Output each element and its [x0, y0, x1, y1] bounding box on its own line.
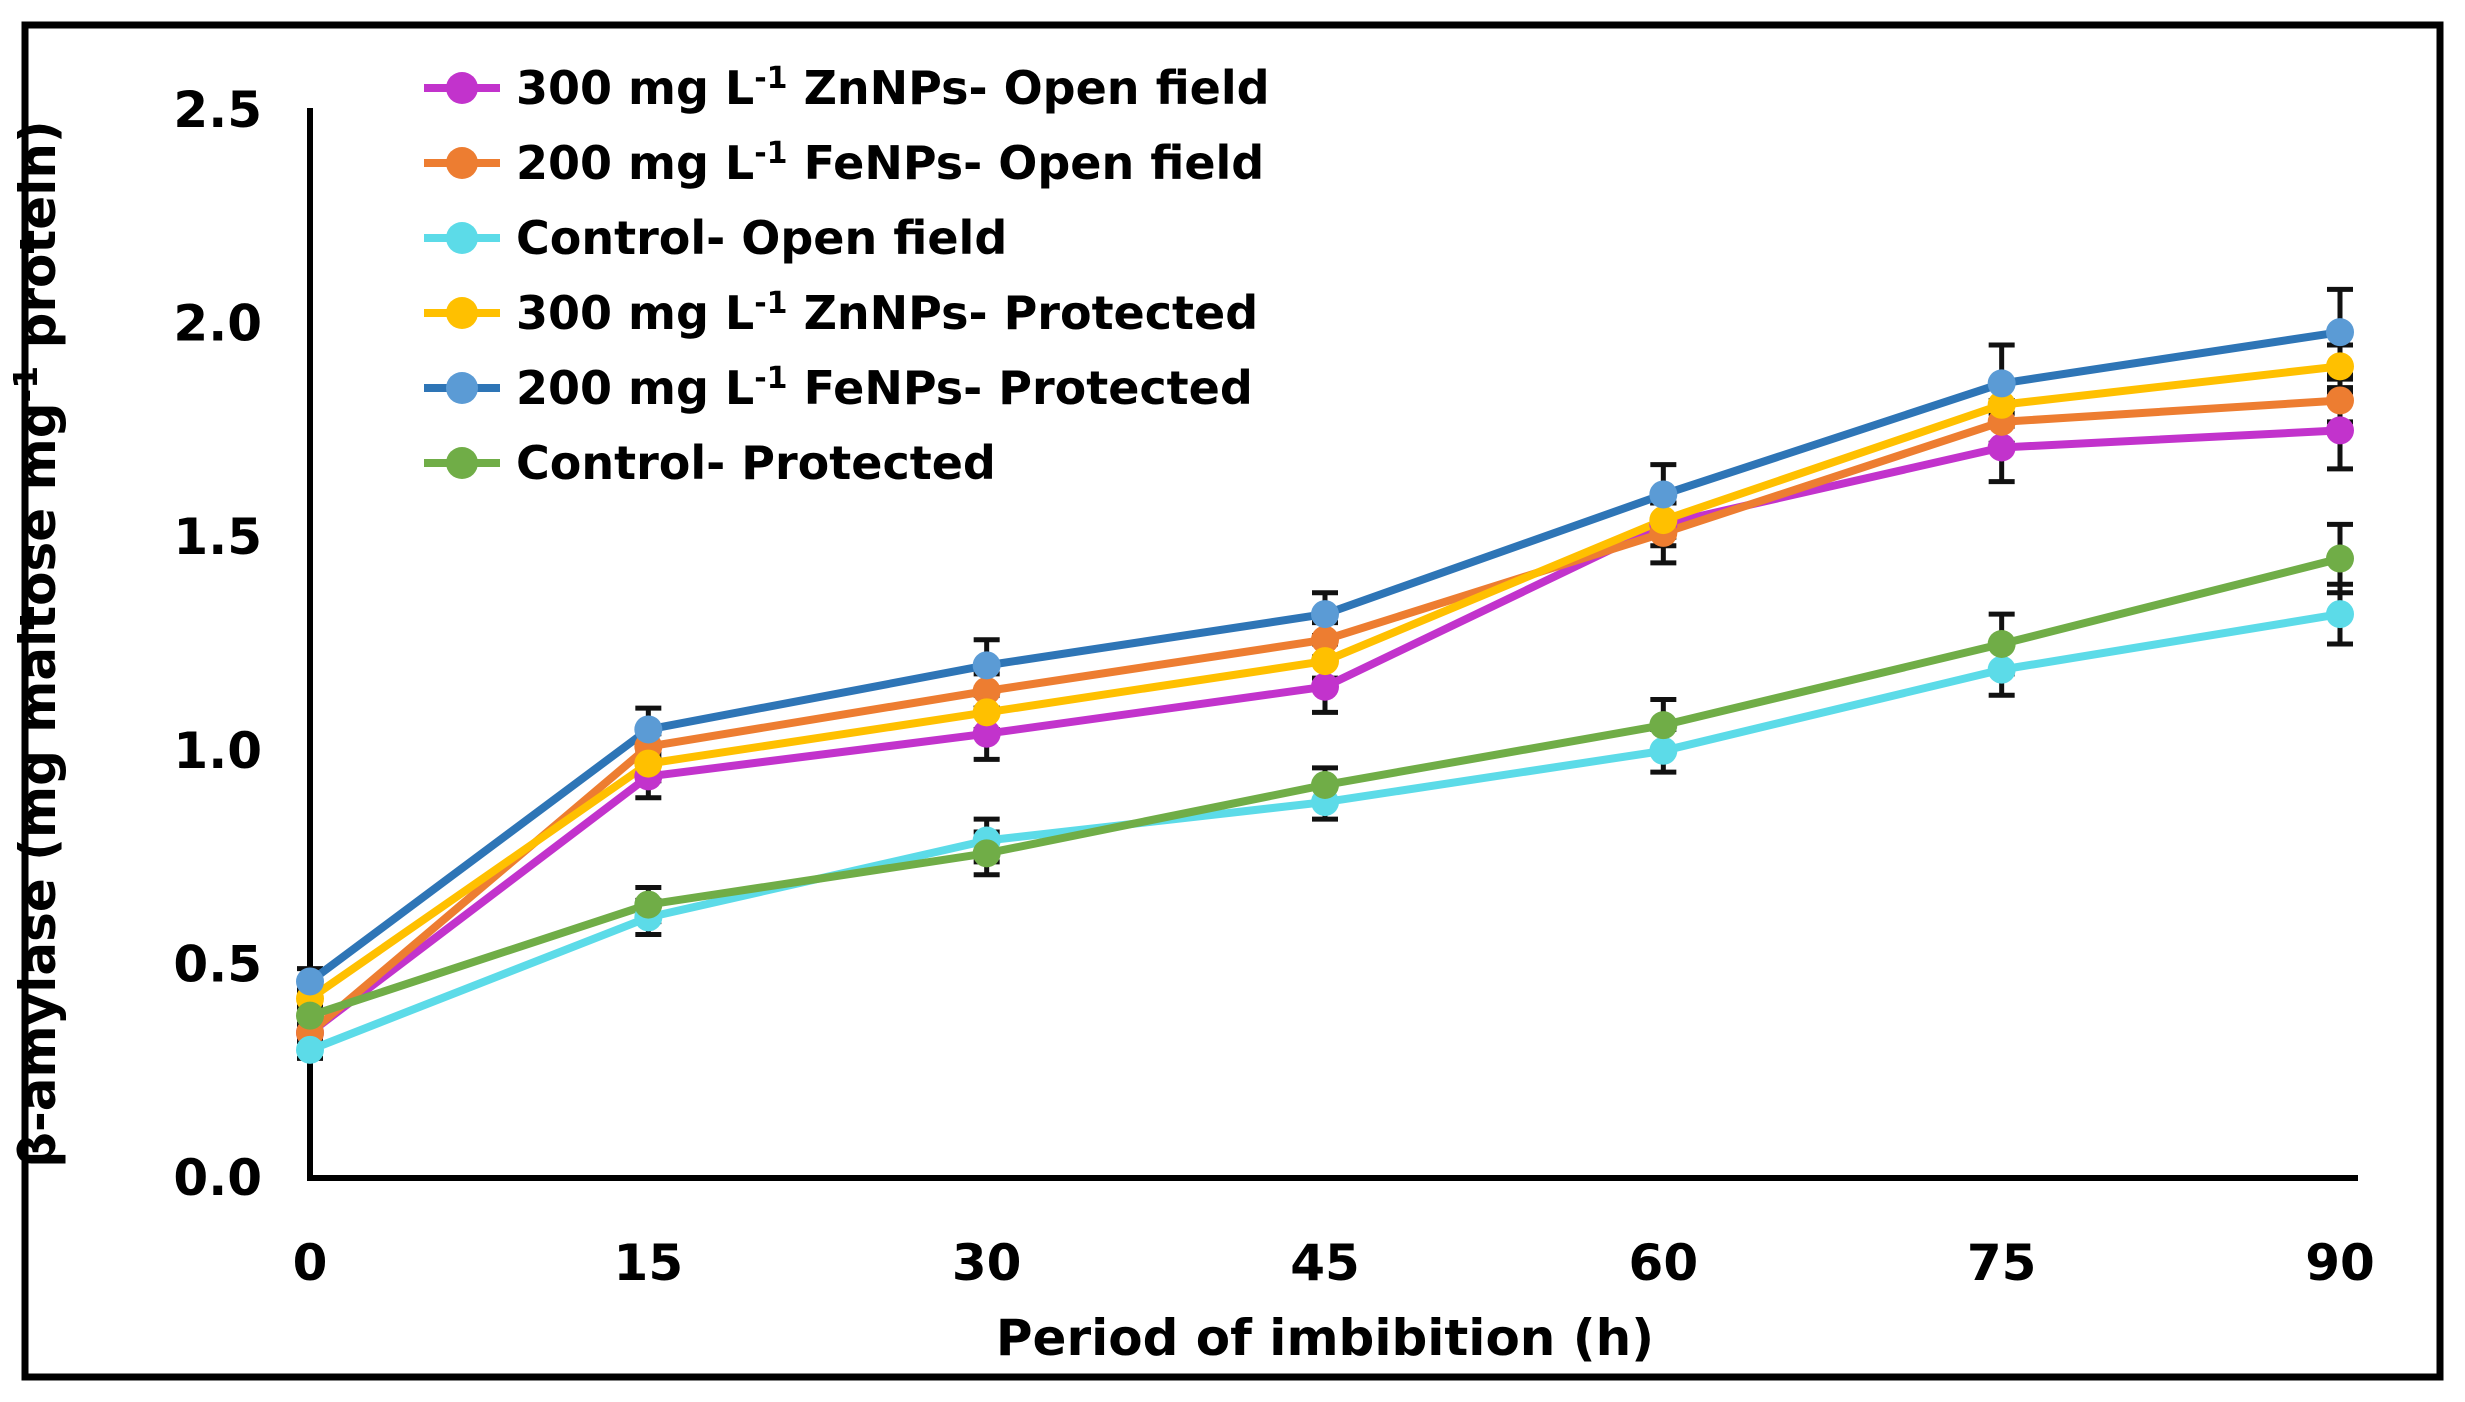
data-point-marker	[1987, 369, 2016, 398]
data-point-marker	[1311, 672, 1339, 701]
data-point-marker	[972, 651, 1001, 680]
data-point-marker	[972, 698, 1001, 727]
legend-marker-dot	[446, 72, 478, 104]
legend-marker-dot	[446, 297, 478, 329]
legend-item: 200 mg L-1 FeNPs- Open field	[424, 136, 1264, 190]
data-point-marker	[1649, 506, 1678, 535]
data-point-marker	[1987, 433, 2016, 462]
legend-item: Control- Protected	[424, 436, 996, 490]
data-point-marker	[2326, 352, 2354, 381]
legend-label: Control- Open field	[516, 211, 1007, 265]
data-point-marker	[634, 715, 663, 744]
series-line	[306, 426, 2344, 1037]
data-point-marker	[634, 890, 663, 919]
x-tick-label: 0	[293, 1234, 328, 1292]
x-axis-title: Period of imbibition (h)	[996, 1309, 1654, 1367]
data-point-marker	[634, 749, 663, 778]
legend: 300 mg L-1 ZnNPs- Open field 200 mg L-1 F…	[424, 61, 1270, 490]
y-tick-label: 1.0	[173, 722, 262, 780]
data-point-marker	[1311, 625, 1339, 654]
figure-frame	[21, 21, 2444, 1381]
legend-marker-dot	[446, 147, 478, 179]
y-tick-labels: 0.0 0.5 1.0 1.5 2.0 2.5	[173, 81, 262, 1207]
legend-label: 200 mg L-1 FeNPs- Open field	[516, 136, 1264, 190]
legend-item: 200 mg L-1 FeNPs- Protected	[424, 361, 1253, 415]
data-point-marker	[2326, 600, 2354, 629]
data-point-marker	[1311, 770, 1339, 799]
legend-marker-dot	[446, 447, 478, 479]
x-tick-label: 90	[2305, 1234, 2375, 1292]
legend-item: 300 mg L-1 ZnNPs- Open field	[424, 61, 1270, 115]
series-markers	[296, 544, 2354, 1030]
y-axis-title: β-amylase (mg maltose mg-1 protein)	[6, 120, 67, 1168]
x-tick-label: 45	[1290, 1234, 1360, 1292]
legend-label: 300 mg L-1 ZnNPs- Protected	[516, 286, 1258, 340]
data-point-marker	[1987, 390, 2016, 419]
series-markers	[296, 600, 2354, 1064]
legend-marker-dot	[446, 372, 478, 404]
data-point-marker	[2326, 416, 2354, 445]
data-point-marker	[1987, 655, 2016, 684]
data-point-marker	[972, 839, 1001, 868]
legend-label: 200 mg L-1 FeNPs- Protected	[516, 361, 1253, 415]
data-point-marker	[1649, 736, 1678, 765]
data-point-marker	[1311, 647, 1339, 676]
data-point-marker	[1987, 630, 2016, 658]
x-tick-labels: 0 15 30 45 60 75 90	[293, 1234, 2375, 1292]
data-point-marker	[972, 719, 1001, 748]
data-point-marker	[1649, 480, 1678, 509]
data-point-marker	[2326, 386, 2354, 415]
data-point-marker	[296, 1035, 324, 1064]
data-point-marker	[296, 1001, 324, 1030]
data-point-marker	[1649, 711, 1678, 740]
data-point-marker	[296, 967, 324, 996]
y-tick-label: 0.0	[173, 1149, 262, 1207]
legend-label: 300 mg L-1 ZnNPs- Open field	[516, 61, 1270, 115]
x-tick-label: 30	[952, 1234, 1022, 1292]
y-tick-label: 0.5	[173, 935, 262, 993]
series-markers	[296, 416, 2354, 1047]
legend-item: 300 mg L-1 ZnNPs- Protected	[424, 286, 1258, 340]
x-tick-label: 15	[614, 1234, 684, 1292]
legend-label: Control- Protected	[516, 436, 996, 490]
legend-marker-dot	[446, 222, 478, 254]
data-point-marker	[1311, 600, 1339, 629]
data-point-marker	[2326, 318, 2354, 347]
legend-item: Control- Open field	[424, 211, 1007, 265]
y-tick-label: 2.5	[173, 81, 262, 139]
y-tick-label: 2.0	[173, 295, 262, 353]
x-tick-label: 75	[1967, 1234, 2037, 1292]
y-tick-label: 1.5	[173, 508, 262, 566]
data-point-marker	[2326, 544, 2354, 573]
data-point-marker	[972, 676, 1001, 705]
series-line	[306, 396, 2344, 1037]
x-tick-label: 60	[1629, 1234, 1699, 1292]
series-markers	[296, 318, 2354, 996]
